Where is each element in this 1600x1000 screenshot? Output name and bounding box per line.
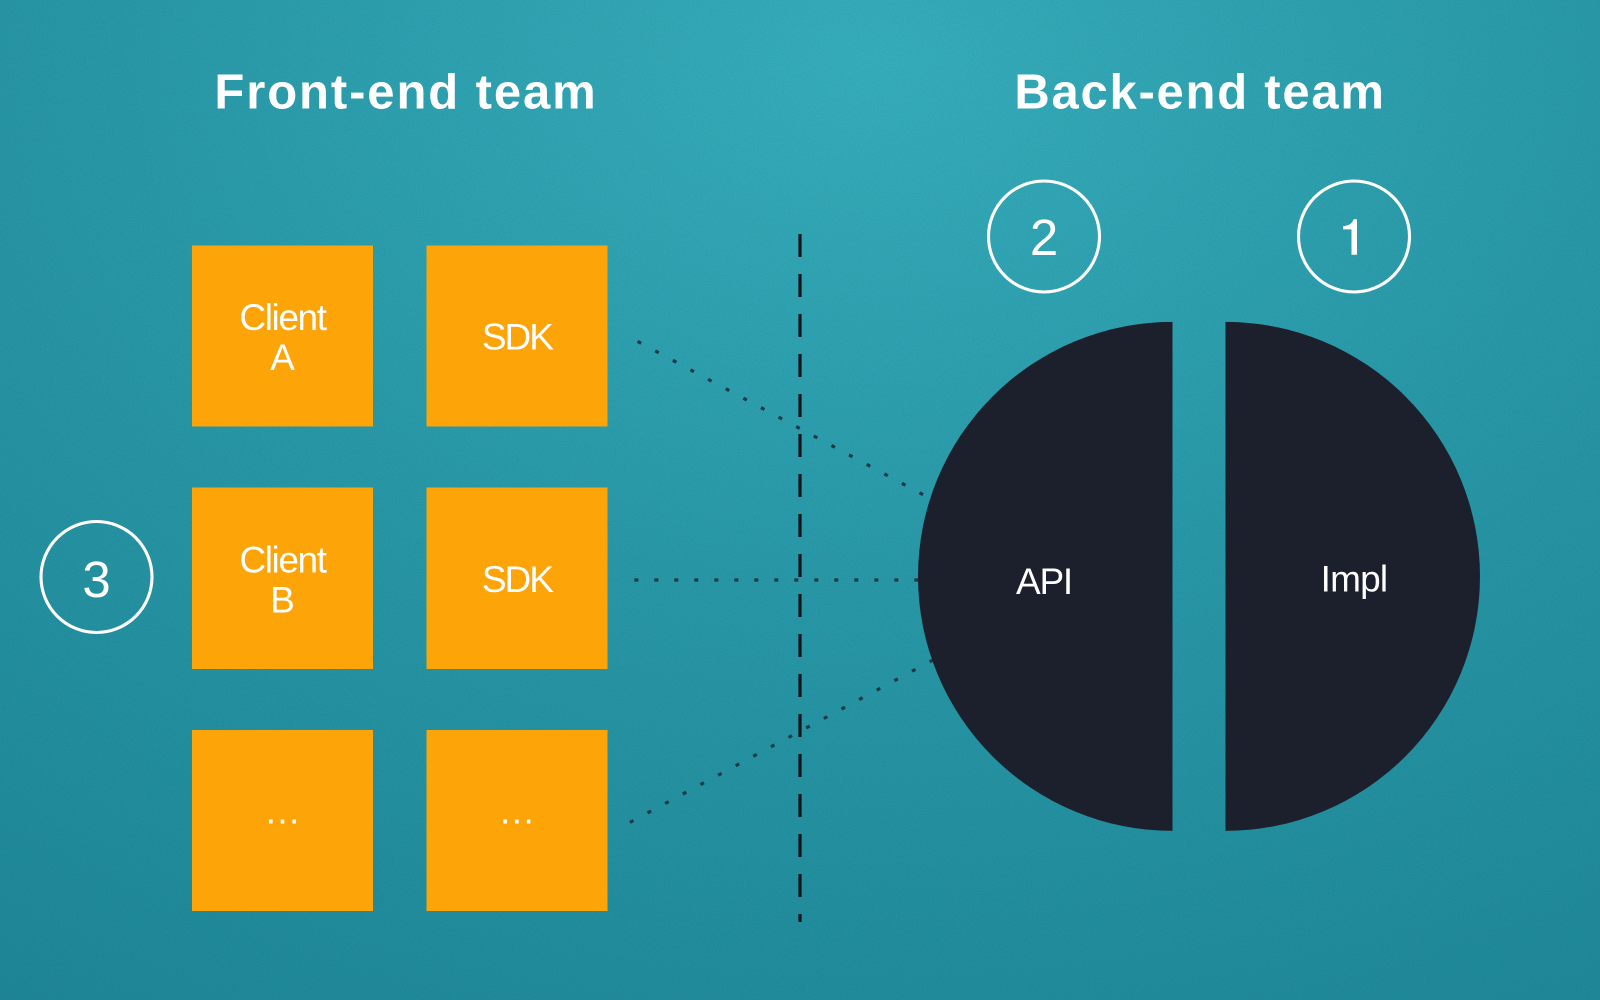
svg-text:Client: Client — [239, 297, 327, 338]
svg-text:Client: Client — [239, 539, 327, 580]
svg-text:2: 2 — [1030, 209, 1058, 266]
svg-text:A: A — [270, 337, 295, 378]
svg-text:B: B — [270, 579, 295, 620]
svg-text:…: … — [264, 790, 301, 831]
svg-text:SDK: SDK — [482, 559, 554, 600]
svg-text:API: API — [1016, 561, 1072, 602]
svg-text:Front-end team: Front-end team — [214, 66, 597, 120]
svg-text:…: … — [498, 790, 535, 831]
svg-text:Back-end team: Back-end team — [1014, 66, 1385, 120]
svg-text:3: 3 — [82, 551, 110, 608]
svg-text:SDK: SDK — [482, 317, 554, 358]
svg-text:Impl: Impl — [1321, 559, 1388, 600]
